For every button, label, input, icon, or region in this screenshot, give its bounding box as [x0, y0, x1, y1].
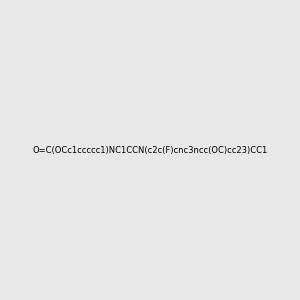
Text: O=C(OCc1ccccc1)NC1CCN(c2c(F)cnc3ncc(OC)cc23)CC1: O=C(OCc1ccccc1)NC1CCN(c2c(F)cnc3ncc(OC)c… [32, 146, 268, 154]
